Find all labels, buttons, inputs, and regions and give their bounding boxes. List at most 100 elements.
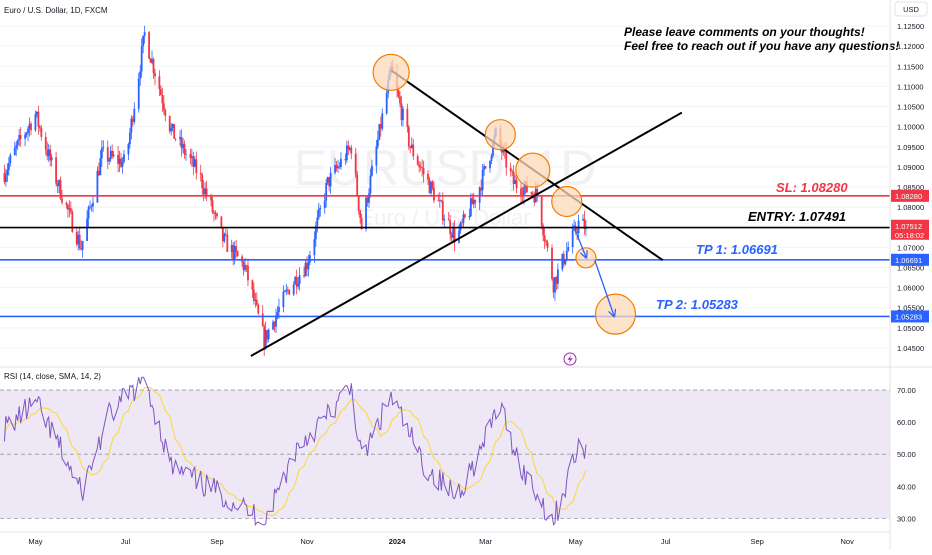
candle-body xyxy=(515,180,518,189)
candle-body xyxy=(56,183,59,187)
candle-body xyxy=(509,167,512,172)
candle-body xyxy=(106,147,109,162)
candle-body xyxy=(61,198,63,203)
candle-body xyxy=(201,174,204,189)
horizontal-levels xyxy=(0,195,890,318)
candle-body xyxy=(66,204,69,210)
candle-body xyxy=(356,174,359,196)
candle-body xyxy=(459,222,462,231)
highlight-circle xyxy=(551,185,583,218)
candle-body xyxy=(25,132,28,135)
candle-body xyxy=(574,225,577,233)
candle-body xyxy=(536,188,539,197)
candle-body xyxy=(523,187,525,197)
candle-body xyxy=(406,108,409,128)
candle-body xyxy=(149,58,152,63)
rsi-ma-line xyxy=(3,386,587,517)
sl-price-tag-text: 1.08280 xyxy=(895,192,922,201)
time-tick-label: May xyxy=(569,537,583,546)
candle-body xyxy=(245,265,248,266)
candle-body xyxy=(348,147,351,150)
candle-body xyxy=(90,206,93,207)
candle-body xyxy=(3,172,6,182)
candle-body xyxy=(540,196,543,226)
candle-body xyxy=(552,278,555,293)
entry-label: ENTRY: 1.07491 xyxy=(748,209,846,224)
time-tick-label: Nov xyxy=(841,537,855,546)
candle-body xyxy=(533,195,536,203)
candle-body xyxy=(489,160,491,169)
tp2-label: TP 2: 1.05283 xyxy=(656,297,739,312)
candle-body xyxy=(266,330,269,340)
candle-body xyxy=(379,124,382,129)
candle-body xyxy=(526,181,528,193)
candle-body xyxy=(397,90,400,97)
candle-body xyxy=(450,234,453,238)
candle-body xyxy=(44,136,47,150)
time-scale[interactable]: May Jul Sep Nov 2024 Mar May Jul Sep Nov xyxy=(0,531,890,546)
candle-body xyxy=(13,148,16,156)
candle-body xyxy=(81,240,84,250)
tp1-label: TP 1: 1.06691 xyxy=(696,242,778,257)
candle-body xyxy=(440,200,443,202)
candle-body xyxy=(117,154,119,164)
candle-body xyxy=(317,208,320,218)
rsi-tick-label: 50.00 xyxy=(897,450,916,459)
candle-body xyxy=(359,210,362,218)
candle-body xyxy=(531,193,534,196)
candle-body xyxy=(452,228,455,238)
candlestick-series xyxy=(3,25,587,356)
highlight-circle xyxy=(575,247,597,269)
candle-body xyxy=(75,232,78,245)
candle-body xyxy=(152,59,155,73)
candle-body xyxy=(484,166,487,169)
candle-body xyxy=(195,159,198,174)
candle-body xyxy=(347,145,350,150)
candle-body xyxy=(89,206,91,208)
price-tick-label: 1.10000 xyxy=(897,123,924,132)
countdown-text: 05:18:02 xyxy=(895,231,924,240)
watermark-name: Euro / U.S. Dollar xyxy=(359,205,530,230)
candle-body xyxy=(180,136,183,149)
candle-body xyxy=(554,277,556,293)
candle-body xyxy=(437,200,440,202)
candle-body xyxy=(140,46,143,72)
rsi-tick-label: 60.00 xyxy=(897,418,916,427)
candle-body xyxy=(410,144,413,148)
tp2-price-tag: 1.05283 xyxy=(891,310,929,323)
lightning-alert-icon[interactable] xyxy=(563,352,577,366)
candle-body xyxy=(583,218,586,229)
candle-body xyxy=(471,198,474,205)
candle-body xyxy=(164,110,167,117)
candle-body xyxy=(530,192,533,194)
candle-body xyxy=(24,134,26,139)
candle-body xyxy=(399,96,401,104)
candle-body xyxy=(557,269,559,284)
candle-body xyxy=(9,155,12,164)
price-tick-label: 1.09000 xyxy=(897,163,924,172)
candle-body xyxy=(102,147,105,148)
candle-body xyxy=(422,168,425,174)
candle-body xyxy=(55,157,57,184)
candle-body xyxy=(468,216,471,218)
candle-body xyxy=(490,155,493,161)
candle-body xyxy=(483,166,486,170)
candle-body xyxy=(161,94,164,104)
candle-body xyxy=(334,165,336,173)
price-scale[interactable]: 1.12500 1.12000 1.11500 1.11000 1.10500 1.100… xyxy=(889,0,929,550)
candle-body xyxy=(461,222,463,224)
comment-line-2: Feel free to reach out if you have any q… xyxy=(624,39,899,53)
candle-body xyxy=(92,202,94,207)
candle-body xyxy=(40,128,43,137)
candle-body xyxy=(133,108,136,122)
candle-body xyxy=(34,114,37,131)
candle-body xyxy=(261,313,264,327)
currency-button[interactable]: USD xyxy=(894,1,928,17)
candle-body xyxy=(96,170,99,203)
candle-body xyxy=(481,169,484,191)
candle-body xyxy=(360,217,363,229)
candle-body xyxy=(174,138,177,140)
candle-body xyxy=(151,59,153,63)
